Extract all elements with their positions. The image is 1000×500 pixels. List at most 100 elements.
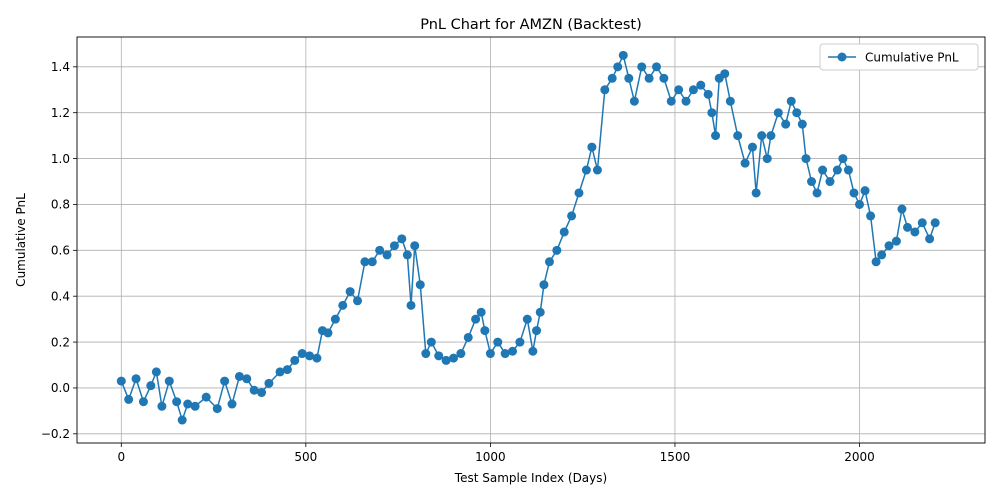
data-point <box>282 365 292 375</box>
data-point <box>323 328 333 338</box>
data-point <box>157 401 167 411</box>
data-point <box>508 346 518 356</box>
data-point <box>297 349 307 359</box>
data-point <box>515 337 525 347</box>
data-point <box>801 154 811 164</box>
data-point <box>688 85 698 95</box>
data-point <box>884 241 894 251</box>
data-point <box>592 165 602 175</box>
data-point <box>360 257 370 267</box>
y-tick-label: −0.2 <box>41 427 70 441</box>
data-point <box>711 131 721 141</box>
data-point <box>249 385 259 395</box>
data-point <box>234 371 244 381</box>
data-point <box>164 376 174 386</box>
data-point <box>397 234 407 244</box>
data-point <box>177 415 187 425</box>
data-point <box>773 108 783 118</box>
data-point <box>624 73 634 83</box>
data-point <box>629 96 639 106</box>
data-point <box>338 300 348 310</box>
data-point <box>264 378 274 388</box>
y-tick-label: 0.2 <box>51 335 70 349</box>
data-point <box>131 374 141 384</box>
data-point <box>471 314 481 324</box>
x-tick-label: 2000 <box>844 450 875 464</box>
data-point <box>897 204 907 214</box>
data-point <box>463 332 473 342</box>
data-point <box>618 50 628 60</box>
data-point <box>146 381 156 391</box>
data-point <box>528 346 538 356</box>
data-point <box>703 89 713 99</box>
data-point <box>448 353 458 363</box>
plot-frame <box>76 36 986 444</box>
ticks: 0 500 1000 1500 2000 −0.2 0.0 0.2 0.4 0.6 0.8 1.0 1.… <box>41 60 875 464</box>
data-point <box>666 96 676 106</box>
data-point <box>476 307 486 317</box>
grid <box>77 37 985 443</box>
data-point <box>733 131 743 141</box>
data-point <box>786 96 796 106</box>
data-point <box>659 73 669 83</box>
data-point <box>330 314 340 324</box>
data-point <box>766 131 776 141</box>
data-point <box>539 280 549 290</box>
data-point <box>183 399 193 409</box>
data-point <box>812 188 822 198</box>
data-point <box>227 399 237 409</box>
y-axis-title: Cumulative PnL <box>14 193 28 287</box>
data-point <box>818 165 828 175</box>
series-layer <box>116 50 940 425</box>
data-point <box>871 257 881 267</box>
x-tick-label: 500 <box>294 450 317 464</box>
data-point <box>242 374 252 384</box>
data-point <box>382 250 392 260</box>
data-point <box>740 158 750 168</box>
data-point <box>825 177 835 187</box>
data-point <box>415 280 425 290</box>
data-point <box>305 351 315 361</box>
data-point <box>607 73 617 83</box>
data-point <box>212 404 222 414</box>
data-point <box>797 119 807 129</box>
data-point <box>674 85 684 95</box>
data-point <box>434 351 444 361</box>
data-point <box>367 257 377 267</box>
data-point <box>843 165 853 175</box>
data-point <box>600 85 610 95</box>
y-tick-label: 0.6 <box>51 244 70 258</box>
x-axis-title: Test Sample Index (Days) <box>454 471 607 485</box>
data-point <box>762 154 772 164</box>
data-point <box>138 397 148 407</box>
data-point <box>725 96 735 106</box>
data-point <box>720 69 730 79</box>
x-tick-label: 0 <box>117 450 125 464</box>
data-point <box>485 349 495 359</box>
data-point <box>891 236 901 246</box>
data-point <box>552 245 562 255</box>
data-point <box>855 199 864 209</box>
y-tick-label: 1.2 <box>51 106 70 120</box>
data-point <box>866 211 876 221</box>
data-point <box>681 96 691 106</box>
data-point <box>917 218 927 228</box>
data-point <box>116 376 126 386</box>
data-point <box>925 234 935 244</box>
y-tick-label: 1.0 <box>51 152 70 166</box>
chart-title: PnL Chart for AMZN (Backtest) <box>420 17 642 33</box>
data-point <box>345 287 355 297</box>
data-point <box>190 401 200 411</box>
data-point <box>275 367 285 377</box>
x-tick-label: 1500 <box>660 450 691 464</box>
data-point <box>500 349 510 359</box>
data-point <box>257 388 267 398</box>
data-point <box>792 108 802 118</box>
data-point <box>532 326 542 336</box>
legend-label: Cumulative PnL <box>865 51 959 65</box>
data-point <box>353 296 363 306</box>
data-point <box>426 337 436 347</box>
data-point <box>441 355 451 365</box>
data-point <box>456 349 466 359</box>
data-point <box>567 211 577 221</box>
